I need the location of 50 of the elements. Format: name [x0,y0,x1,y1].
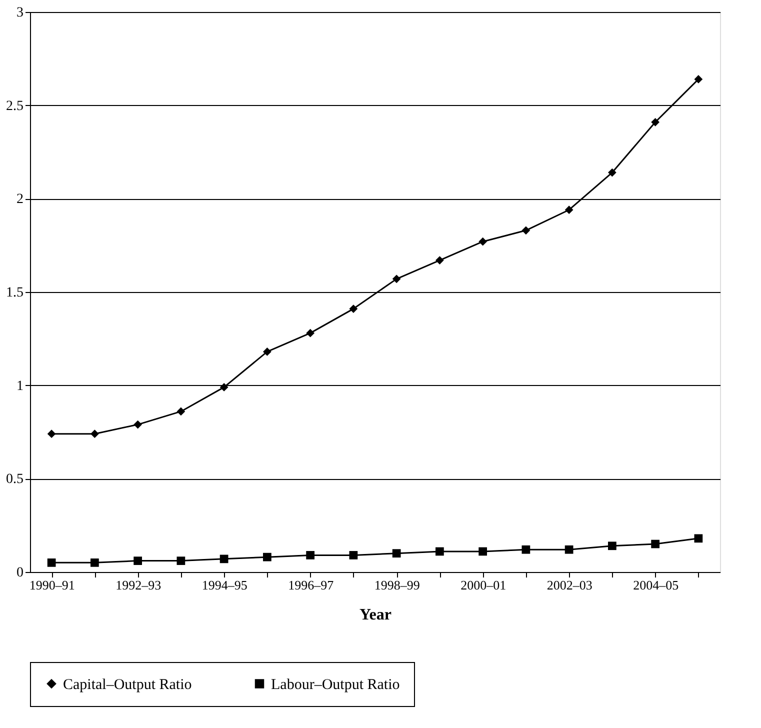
point [564,206,574,214]
x-tick-label: 1992–93 [116,578,162,592]
point [47,430,56,438]
x-tick-label: 1990–91 [29,578,75,592]
point [478,547,487,556]
point [349,551,358,560]
point [478,237,487,246]
point [436,256,444,264]
point [608,542,616,550]
point [220,383,228,392]
x-tick-label: 2002–03 [546,578,592,592]
point [522,226,530,235]
point [220,554,228,564]
y-tick-label: 3 [16,6,24,20]
point [47,558,56,567]
point [392,549,401,558]
x-tick-label: 1996–97 [288,578,334,592]
point [306,551,314,560]
point [392,274,401,284]
point [263,348,272,356]
point [134,556,142,565]
y-tick-label: 2.5 [6,98,24,114]
y-tick-label: 1 [16,378,24,394]
point [176,407,186,416]
x-tick-label: 2004–05 [633,578,679,592]
point [134,420,142,429]
point [176,556,186,565]
point [349,304,358,313]
point [263,552,272,562]
legend-label: Capital–Output Ratio [63,676,192,693]
y-tick-label: 0 [16,566,24,580]
y-tick-label: 1.5 [6,286,24,300]
point [90,430,99,438]
point [608,168,616,177]
point [522,545,530,554]
point [306,328,314,338]
x-axis-title: Year [360,606,392,624]
point [651,118,660,126]
point [694,534,703,543]
y-tick-label: 2 [16,192,24,208]
x-tick-label: 1994–95 [202,578,248,592]
point [651,540,660,548]
y-tick-label: 0.5 [6,472,24,488]
x-tick-label: 2000–01 [460,578,506,592]
x-tick-label: 1998–99 [374,578,420,592]
point [694,75,703,84]
point [90,558,99,567]
point [564,545,574,554]
legend-label: Labour–Output Ratio [271,676,400,693]
point [436,547,444,556]
